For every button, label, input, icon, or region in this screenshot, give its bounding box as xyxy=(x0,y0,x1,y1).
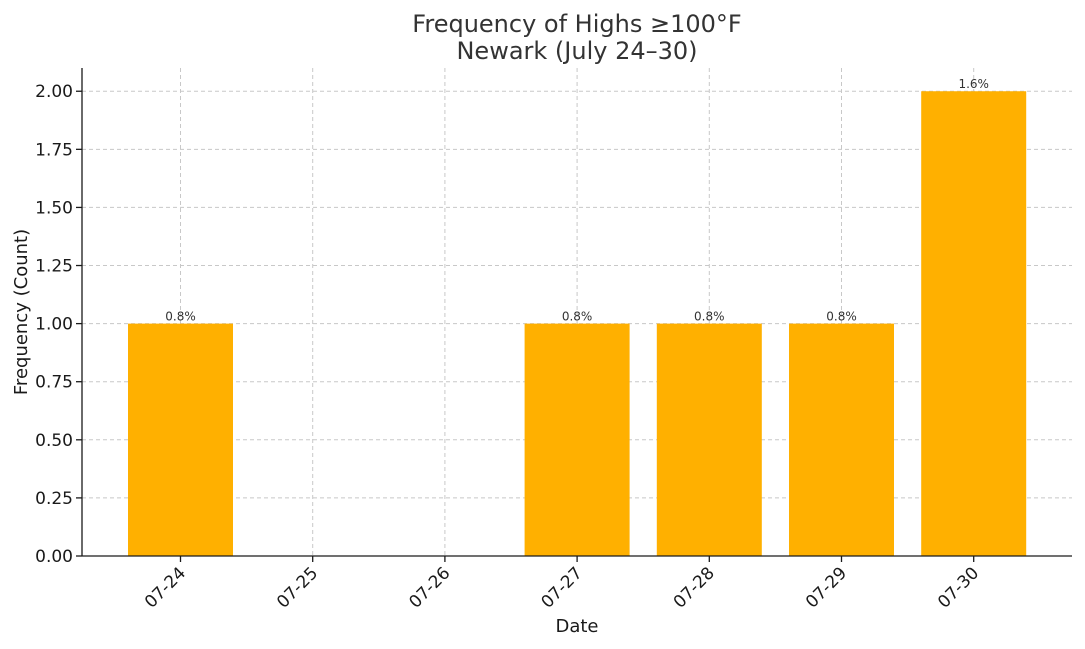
y-axis-label: Frequency (Count) xyxy=(11,229,32,395)
x-tick-label: 07-24 xyxy=(141,563,190,612)
bar-07-30 xyxy=(921,91,1027,556)
y-tick-label: 0.25 xyxy=(35,489,73,509)
bar-value-label: 0.8% xyxy=(826,310,857,324)
bar-value-label: 0.8% xyxy=(562,310,593,324)
y-tick-label: 0.00 xyxy=(35,547,73,567)
chart-title-line1: Frequency of Highs ≥100°F xyxy=(412,10,741,38)
y-tick-label: 1.25 xyxy=(35,257,73,277)
x-tick-label: 07-28 xyxy=(670,563,719,612)
bar-07-28 xyxy=(656,323,762,556)
x-ticks: 07-24 07-25 07-26 07-27 07-28 07-29 07-30 xyxy=(141,556,983,612)
x-tick-label: 07-25 xyxy=(273,563,322,612)
bar-07-24 xyxy=(128,323,233,556)
x-tick-label: 07-27 xyxy=(538,563,587,612)
x-tick-label: 07-26 xyxy=(405,563,454,612)
y-tick-label: 1.50 xyxy=(35,198,73,218)
y-tick-label: 1.75 xyxy=(35,140,73,160)
bar-value-label: 1.6% xyxy=(958,77,989,91)
y-tick-label: 2.00 xyxy=(35,82,73,102)
x-axis-label: Date xyxy=(555,616,598,637)
y-tick-label: 0.75 xyxy=(35,373,73,393)
y-ticks: 0.00 0.25 0.50 0.75 1.00 1.25 1.50 1.75 2.00 xyxy=(35,82,82,567)
x-tick-label: 07-29 xyxy=(802,563,851,612)
bar-07-27 xyxy=(524,323,630,556)
y-tick-label: 0.50 xyxy=(35,431,73,451)
bar-value-label: 0.8% xyxy=(165,310,196,324)
y-tick-label: 1.00 xyxy=(35,315,73,335)
bar-07-29 xyxy=(789,323,894,556)
bar-labels: 0.8% 0.8% 0.8% 0.8% 1.6% xyxy=(165,77,989,323)
chart-title-line2: Newark (July 24–30) xyxy=(456,37,697,65)
x-tick-label: 07-30 xyxy=(934,563,983,612)
bar-value-label: 0.8% xyxy=(694,310,725,324)
bars xyxy=(128,91,1027,556)
